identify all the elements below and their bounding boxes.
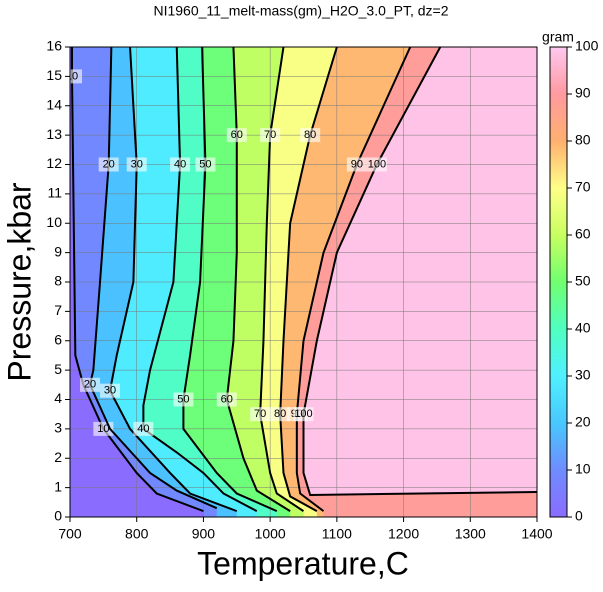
contour-label-bg: [300, 128, 321, 143]
contour-label-bg: [133, 421, 154, 436]
contour-label: 10: [66, 70, 78, 82]
y-tick-label: 14: [46, 96, 62, 112]
contour-line: [225, 47, 291, 512]
contour-label-bg: [170, 157, 191, 172]
y-tick-label: 10: [46, 214, 62, 230]
contour-label-bg: [366, 157, 387, 172]
contour-band: [303, 47, 537, 495]
contour-label: 70: [264, 129, 276, 141]
contour-label-bg: [250, 407, 271, 422]
contour-label: 30: [104, 385, 116, 397]
contour-label: 80: [274, 408, 286, 420]
contour-label: 30: [131, 158, 143, 170]
contour-label-bg: [70, 69, 83, 84]
contour-line: [302, 47, 537, 496]
x-tick-label: 1200: [388, 526, 419, 542]
y-tick-label: 9: [54, 243, 62, 259]
y-tick-label: 15: [46, 67, 62, 83]
colorbar-tick-label: 40: [575, 320, 591, 336]
y-tick-label: 16: [46, 38, 62, 54]
contour-label: 60: [221, 393, 233, 405]
y-tick-label: 8: [54, 273, 62, 289]
colorbar-tick-label: 0: [575, 508, 583, 524]
contour-label-bg: [195, 157, 216, 172]
contour-label-bg: [100, 383, 121, 398]
contour-line: [142, 47, 258, 513]
contour-label-bg: [98, 157, 119, 172]
y-tick-label: 3: [54, 420, 62, 436]
y-tick-label: 4: [54, 390, 62, 406]
contour-label-bg: [173, 392, 194, 407]
plot-area: 1010202030304040505060607070808090901001…: [66, 47, 537, 517]
contour-label-bg: [80, 377, 101, 392]
contour-label: 70: [254, 408, 266, 420]
contour-label: 10: [97, 423, 109, 435]
contour-label-bg: [293, 407, 314, 422]
contour-label-bg: [260, 128, 281, 143]
y-tick-label: 7: [54, 302, 62, 318]
x-tick-label: 1300: [455, 526, 486, 542]
contour-label-bg: [226, 128, 247, 143]
x-tick-label: 1100: [322, 526, 352, 542]
contour-label-bg: [346, 157, 367, 172]
y-tick-label: 12: [46, 155, 62, 171]
contour-line: [279, 47, 338, 513]
y-tick-label: 5: [54, 361, 62, 377]
colorbar-label: gram: [542, 29, 574, 45]
contour-label: 40: [174, 158, 186, 170]
contour-label: 100: [294, 408, 312, 420]
contour-line: [71, 47, 204, 513]
contour-label: 20: [84, 379, 96, 391]
contour-label: 80: [304, 129, 316, 141]
y-tick-label: 13: [46, 126, 62, 142]
contour-line: [259, 47, 305, 512]
y-tick-label: 2: [54, 449, 62, 465]
colorbar-tick-label: 60: [575, 226, 591, 242]
colorbar-tick-label: 90: [575, 85, 591, 101]
y-axis-label: Pressure,kbar: [1, 182, 37, 382]
colorbar-tick-label: 20: [575, 414, 591, 430]
contour-label: 50: [199, 158, 211, 170]
y-tick-label: 6: [54, 331, 62, 347]
y-tick-label: 11: [47, 185, 62, 201]
x-tick-label: 1000: [255, 526, 286, 542]
y-tick-label: 1: [54, 478, 62, 494]
contour-line: [295, 47, 412, 512]
colorbar-tick-label: 30: [575, 367, 591, 383]
contour-label-bg: [126, 157, 147, 172]
x-tick-label: 900: [192, 526, 216, 542]
contour-label: 100: [368, 158, 386, 170]
contour-label-bg: [270, 407, 291, 422]
colorbar-tick-label: 50: [575, 273, 591, 289]
x-tick-label: 700: [58, 526, 82, 542]
contour-label: 50: [177, 393, 189, 405]
x-tick-label: 800: [125, 526, 149, 542]
contour-label: 60: [231, 129, 243, 141]
y-tick-label: 0: [54, 508, 62, 524]
contour-label: 40: [137, 423, 149, 435]
contour-label: 20: [103, 158, 115, 170]
x-tick-label: 1400: [521, 526, 552, 542]
chart-title: NI1960_11_melt-mass(gm)_H2O_3.0_PT, dz=2: [153, 3, 448, 19]
colorbar-tick-label: 10: [575, 461, 591, 477]
colorbar-tick-label: 70: [575, 179, 591, 195]
contour-label-bg: [216, 392, 237, 407]
contour-label: 90: [351, 158, 363, 170]
x-axis-label: Temperature,C: [197, 545, 409, 581]
colorbar: [549, 46, 568, 518]
colorbar-tick-label: 80: [575, 132, 591, 148]
colorbar-tick-label: 100: [575, 38, 599, 54]
